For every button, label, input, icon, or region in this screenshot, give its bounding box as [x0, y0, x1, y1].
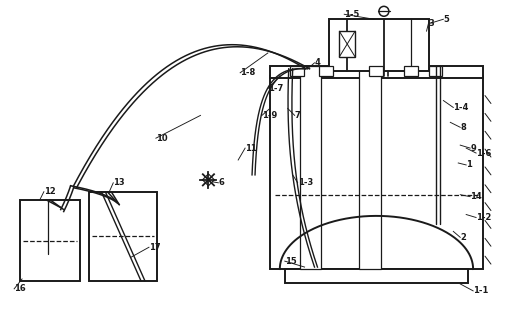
Text: 8: 8: [460, 123, 466, 132]
Text: 1-1: 1-1: [473, 286, 489, 295]
Text: 1-3: 1-3: [298, 178, 313, 187]
Text: 3: 3: [428, 19, 434, 28]
Text: 6: 6: [218, 178, 224, 187]
Bar: [339, 31, 355, 57]
Bar: [270, 76, 483, 269]
Bar: [290, 66, 304, 76]
Bar: [319, 66, 333, 76]
Bar: [369, 66, 383, 76]
Text: 9: 9: [470, 143, 476, 152]
Bar: [270, 66, 483, 78]
Text: 15: 15: [285, 256, 297, 265]
Text: 5: 5: [443, 15, 449, 24]
Text: 14: 14: [470, 192, 482, 201]
Text: 1-6: 1-6: [476, 149, 491, 158]
Text: 1-2: 1-2: [476, 213, 491, 222]
Bar: [20, 200, 79, 281]
Text: 1-9: 1-9: [262, 111, 277, 120]
Text: 1-4: 1-4: [453, 103, 469, 112]
Text: 1-5: 1-5: [344, 10, 359, 19]
Text: 12: 12: [44, 187, 56, 196]
Bar: [285, 269, 468, 283]
Text: 17: 17: [149, 243, 161, 252]
Bar: [330, 19, 428, 71]
Bar: [428, 66, 442, 76]
Text: 1-7: 1-7: [268, 84, 283, 93]
Text: 1-8: 1-8: [240, 68, 255, 77]
Bar: [359, 66, 381, 269]
Text: 16: 16: [14, 284, 26, 293]
Text: 4: 4: [315, 58, 320, 67]
Text: 1: 1: [466, 160, 472, 169]
Text: 11: 11: [245, 143, 257, 152]
Text: 7: 7: [295, 111, 300, 120]
Text: 2: 2: [460, 233, 466, 242]
Bar: [90, 192, 157, 281]
Bar: [300, 66, 321, 269]
Text: 10: 10: [156, 134, 167, 143]
Text: 13: 13: [113, 178, 125, 187]
Bar: [404, 66, 418, 76]
